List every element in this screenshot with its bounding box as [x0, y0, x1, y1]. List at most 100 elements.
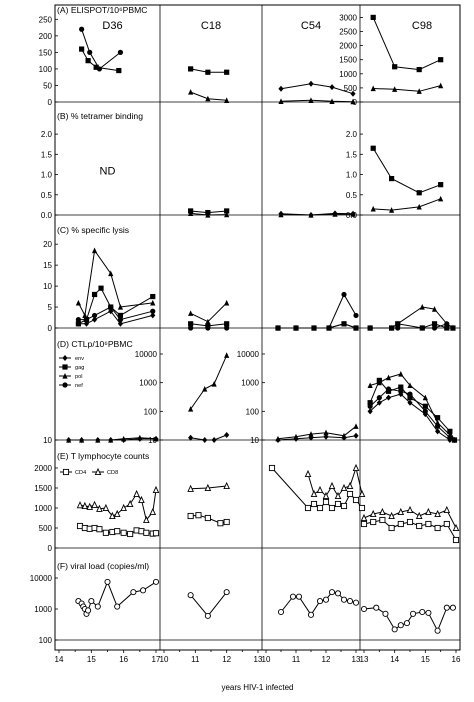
data-point-triangle: [308, 212, 314, 218]
data-point-triangle: [438, 195, 444, 202]
panel-title: (A) ELISPOT/10⁶PBMC: [57, 5, 147, 15]
data-point-square: [422, 403, 428, 409]
data-point-square-open: [62, 468, 70, 476]
data-point-circle-open: [307, 611, 315, 618]
data-point-square-open: [143, 529, 150, 536]
y-tick-label: 2.0: [346, 130, 358, 139]
data-point-circle-open: [114, 603, 121, 610]
data-point-circle: [62, 382, 68, 388]
legend-label: nef: [75, 383, 83, 389]
data-point-triangle: [153, 435, 159, 442]
data-point-circle: [444, 321, 450, 327]
data-point-square-open: [322, 498, 330, 506]
data-point-triangle: [188, 406, 194, 412]
data-point-triangle: [308, 431, 314, 437]
y-tick-label: 100: [246, 407, 260, 416]
data-point-triangle-open: [133, 489, 140, 498]
data-point-triangle-open: [352, 463, 360, 472]
data-point-square-open: [217, 520, 224, 527]
data-point-circle-open: [187, 592, 194, 599]
y-tick-label: 10000: [135, 350, 158, 359]
data-point-triangle: [431, 306, 438, 312]
panel-title: (F) viral load (copies/ml): [57, 561, 149, 571]
data-point-square-open: [425, 520, 432, 528]
data-point-triangle-open: [379, 507, 386, 516]
y-tick-label: 1000: [34, 504, 52, 513]
y-tick-label: 1500: [34, 484, 52, 493]
panel: (E) T lymphocyte counts 0 500 1000 1500 2000 C…: [34, 451, 460, 553]
y-tick-label: 20: [43, 240, 52, 249]
y-tick-label: 2000: [34, 464, 52, 473]
y-tick-label: 10: [43, 436, 52, 445]
data-point-square-open: [114, 528, 121, 535]
data-point-square-open: [223, 518, 230, 526]
patient-label: C98: [412, 20, 432, 32]
data-point-triangle-open: [388, 511, 395, 520]
y-tick-label: 15: [43, 261, 52, 270]
data-point-triangle-open: [322, 491, 330, 500]
data-point-square: [447, 428, 453, 434]
data-point-diamond: [435, 428, 441, 435]
data-point-diamond: [422, 411, 428, 418]
data-point-triangle: [121, 435, 127, 442]
data-point-triangle: [66, 437, 72, 443]
data-point-triangle: [416, 203, 422, 210]
data-point-triangle-open: [86, 502, 94, 510]
data-point-triangle: [82, 312, 88, 319]
panel: (D) CTLp/10⁶PBMC 10 10 100 1000 10000 10 100 100…: [43, 339, 460, 445]
x-tick-label: 13: [352, 655, 361, 664]
data-point-triangle: [323, 429, 329, 436]
data-point-diamond: [385, 394, 392, 401]
data-point-square-open: [443, 520, 450, 528]
y-tick-label: 1000: [34, 605, 52, 614]
data-point-triangle: [224, 299, 230, 306]
data-point-diamond: [91, 316, 98, 323]
data-point-diamond: [108, 308, 114, 315]
data-point-circle: [79, 26, 85, 32]
data-point-square-open: [127, 530, 134, 538]
data-point-square-open: [340, 502, 348, 510]
y-tick-label: 10000: [237, 350, 260, 359]
data-point-triangle: [308, 97, 314, 103]
series-line: [307, 466, 363, 497]
data-point-triangle: [350, 98, 356, 105]
x-tick-label: 16: [119, 655, 128, 664]
series-line: [373, 85, 441, 92]
series-line: [81, 29, 121, 70]
series-line: [372, 148, 441, 194]
data-point-diamond: [447, 437, 453, 443]
data-point-triangle: [205, 95, 211, 102]
data-point-triangle-open: [358, 489, 366, 498]
legend-label: gag: [75, 365, 84, 371]
series-line: [81, 48, 119, 72]
data-point-square: [438, 182, 444, 188]
data-point-triangle: [278, 98, 284, 104]
series-line: [278, 323, 357, 329]
series-line: [190, 302, 228, 323]
series-line: [369, 388, 455, 441]
data-point-diamond: [75, 320, 81, 327]
data-point-square-open: [360, 520, 368, 528]
data-point-circle-open: [391, 626, 398, 633]
data-point-diamond: [293, 435, 299, 442]
data-point-diamond: [224, 431, 230, 438]
data-point-circle: [367, 403, 373, 409]
data-point-circle: [87, 49, 93, 55]
y-tick-label: 1.0: [346, 171, 358, 180]
data-point-circle-open: [443, 604, 450, 611]
data-point-square: [407, 395, 413, 401]
data-point-square-open: [352, 496, 360, 504]
data-point-diamond: [150, 312, 156, 319]
data-point-circle-open: [140, 587, 147, 594]
y-tick-label: 2000: [339, 42, 357, 51]
data-point-diamond: [407, 399, 413, 406]
data-point-circle-open: [289, 593, 297, 600]
data-point-square-open: [152, 530, 160, 537]
data-point-circle-open: [449, 604, 456, 611]
data-point-triangle-open: [369, 509, 377, 518]
x-tick-label: 14: [390, 655, 399, 664]
data-point-triangle-open: [152, 485, 160, 494]
patient-label: C54: [301, 20, 321, 32]
data-point-triangle: [224, 211, 230, 218]
data-point-square-open: [416, 522, 423, 530]
